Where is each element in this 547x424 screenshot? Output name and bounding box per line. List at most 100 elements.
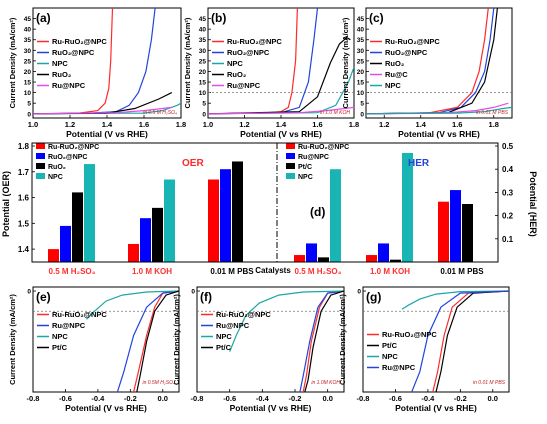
x-tick-label: 0.0 — [322, 394, 332, 403]
chart-panel-a: 1.0 1.2 1.4 1.6 1.8 0 5 10 15 20 25 30 35 40 45 Ru-RuO₂… — [8, 7, 186, 139]
x-tick-label: -0.4 — [91, 394, 105, 403]
x-tick-label: -0.6 — [389, 394, 402, 403]
chart-panel-her: 0.1 0.2 0.3 0.4 0.5 0.5 M H₂SO₄ 1.0 M KOH 0.01 … — [286, 142, 538, 276]
x-axis-title: Potential (V vs RHE) — [230, 403, 312, 413]
y-tick-label: 0.4 — [502, 165, 514, 174]
bar-oer-2-2 — [232, 161, 243, 262]
y-axis-title: Current Density (mA/cm²) — [338, 294, 347, 385]
legend-label: Pt/C — [216, 343, 232, 352]
y-tick-label: 25 — [199, 58, 207, 65]
bar-her-2-2 — [462, 204, 473, 262]
y-tick-label: 20 — [24, 69, 32, 76]
bar-oer-1-0 — [128, 243, 139, 262]
legend-swatch — [286, 163, 295, 169]
y-tick-label: 0 — [27, 111, 31, 118]
y-tick-label: 35 — [24, 37, 32, 44]
bar-oer-2-1 — [220, 169, 231, 262]
series-line-g-2 — [401, 290, 509, 310]
bar-her-1-1 — [378, 243, 389, 262]
y-tick-label: 30 — [357, 48, 365, 55]
x-tick-label: 1.4 — [102, 120, 113, 129]
legend-label: RuO₂@NPC — [227, 48, 270, 57]
panel-label: (g) — [366, 290, 381, 304]
x-tick-label: -0.2 — [124, 394, 137, 403]
legend-label: RuO₂@NPC — [48, 154, 88, 161]
y-tick-label: 40 — [24, 27, 32, 34]
x-tick-label: 1.2 — [239, 120, 249, 129]
y-tick-label: 40 — [199, 27, 207, 34]
x-tick-label: 1.2 — [379, 120, 389, 129]
legend-label: Ru-RuO₂@NPC — [52, 310, 107, 319]
series-line-a-4 — [33, 106, 172, 115]
y-tick-label: 1.7 — [18, 168, 30, 177]
legend-label: RuO₂@NPC — [52, 48, 95, 57]
x-tick-label: 1.8 — [176, 120, 186, 129]
panel-label: (b) — [211, 11, 226, 25]
legend-c: Ru-RuO₂@NPC RuO₂@NPC RuO₂ Ru@C NPC — [370, 37, 440, 90]
category-label: 1.0 M KOH — [132, 267, 172, 276]
legend-g: Ru-RuO₂@NPC Pt/C NPC Ru@NPC — [367, 330, 437, 372]
legend-label: Pt/C — [52, 343, 68, 352]
x-axis-title: Potential (V vs RHE) — [395, 403, 477, 413]
condition-note: in 0.01 M PBS — [473, 380, 506, 386]
legend-label: Ru-RuO₂@NPC — [52, 37, 107, 46]
series-line-e-2 — [86, 290, 179, 320]
bar-her-2-1 — [450, 190, 461, 262]
bar-her-2-0 — [438, 201, 449, 262]
y-tick-label: 40 — [357, 27, 365, 34]
bar-oer-0-3 — [84, 164, 95, 262]
legend-label: Pt/C — [382, 341, 398, 350]
y-tick-label: 35 — [199, 37, 207, 44]
chart-panel-e: -0.8 -0.6 -0.4 -0.2 0.0 0 Ru-RuO₂@NPC Ru@NPC NPC… — [8, 286, 180, 413]
bar-her-1-2 — [390, 259, 401, 262]
bar-oer-0-0 — [48, 249, 59, 262]
plot-frame — [362, 286, 510, 393]
x-tick-label: -0.4 — [256, 394, 270, 403]
y-tick-label: 1.6 — [18, 194, 30, 203]
y-axis-title: Current Density (mA/cm²) — [172, 294, 181, 385]
legend-a: Ru-RuO₂@NPC RuO₂@NPC NPC RuO₂ Ru@NPC — [37, 37, 107, 90]
legend-label: Pt/C — [298, 164, 312, 171]
y-tick-label: 5 — [202, 101, 206, 108]
condition-note: in 0.5M H₂SO₄ — [142, 380, 175, 386]
chart-panel-b: 1.0 1.2 1.4 1.6 1.8 0 5 10 15 20 25 30 35 40 45 Ru-RuO₂… — [183, 7, 359, 139]
panel-label: (f) — [200, 290, 212, 304]
legend-label: Ru-RuO₂@NPC — [227, 37, 282, 46]
bar-her-1-0 — [366, 255, 377, 262]
x-axis-title: Potential (V vs RHE) — [65, 403, 147, 413]
chart-panel-g: -0.8 -0.6 -0.4 -0.2 0.00Ru-RuO₂@NPCPt/CNPCRu… — [338, 286, 510, 413]
x-tick-label: -0.8 — [357, 394, 370, 403]
condition-note: in 0.01 M PBS — [476, 110, 509, 116]
y-tick-label: 0.2 — [502, 212, 514, 221]
series-line-b-4 — [208, 106, 354, 115]
x-tick-label: 0.0 — [158, 394, 168, 403]
chart-title: OER — [182, 158, 204, 169]
x-tick-label: 1.2 — [65, 120, 75, 129]
y-tick-label: 20 — [199, 69, 207, 76]
category-label: 0.5 M H₂SO₄ — [49, 267, 96, 276]
y-tick-label: 10 — [357, 90, 365, 97]
bar-oer-1-2 — [152, 207, 163, 262]
y-tick-label: 0 — [357, 289, 361, 296]
y-tick-label: 15 — [357, 80, 365, 87]
y-tick-label: 30 — [24, 48, 32, 55]
plot-frame — [365, 7, 513, 119]
x-tick-label: -0.2 — [454, 394, 467, 403]
legend-label: NPC — [216, 332, 232, 341]
legend-label: Ru-RuO₂@NPC — [216, 310, 271, 319]
y-tick-label: 10 — [199, 90, 207, 97]
y-axis-title: Potential (HER) — [528, 171, 538, 237]
series-line-e-3 — [136, 290, 179, 392]
legend-label: RuO₂ — [52, 70, 71, 79]
legend-label: RuO₂ — [48, 164, 66, 171]
y-tick-label: 0.1 — [502, 235, 514, 244]
legend-label: RuO₂@NPC — [385, 48, 428, 57]
x-tick-label: -0.2 — [289, 394, 302, 403]
y-axis-title: Current Density (mA/cm²) — [8, 294, 17, 385]
y-tick-label: 45 — [199, 16, 207, 23]
x-axis-title: Potential (V vs RHE) — [398, 129, 480, 139]
y-tick-label: 25 — [24, 58, 32, 65]
legend-b: Ru-RuO₂@NPC RuO₂@NPC NPC RuO₂ Ru@NPC — [212, 37, 282, 90]
legend-oer: Ru-RuO₂@NPC RuO₂@NPC RuO₂ NPC — [36, 143, 99, 181]
